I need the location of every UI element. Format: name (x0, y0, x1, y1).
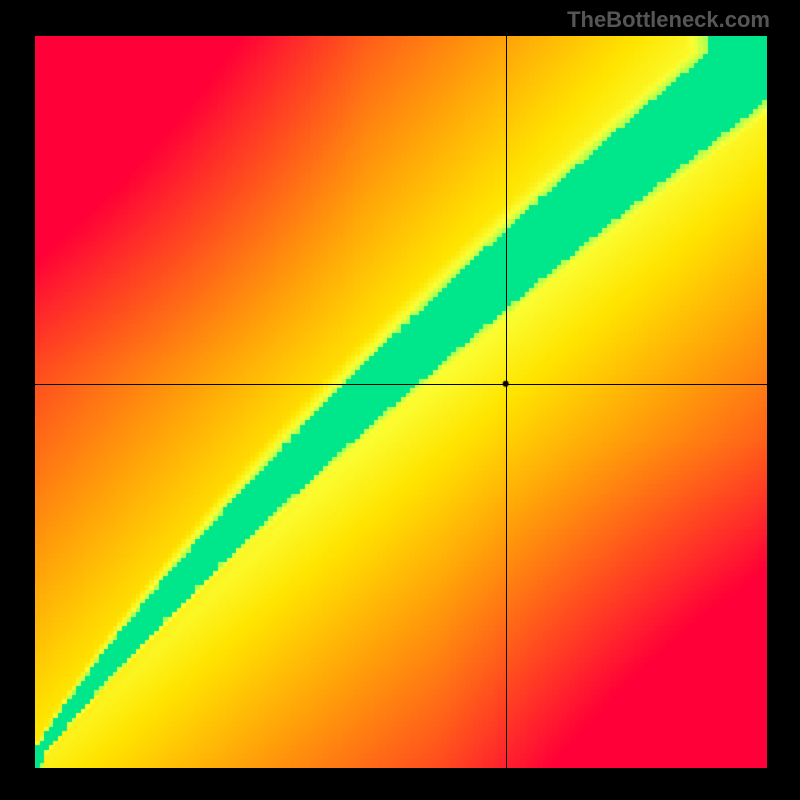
chart-container: TheBottleneck.com (0, 0, 800, 800)
crosshair-vertical (506, 36, 507, 768)
bottleneck-heatmap (35, 36, 767, 768)
watermark-text: TheBottleneck.com (567, 7, 770, 33)
crosshair-horizontal (35, 384, 767, 385)
